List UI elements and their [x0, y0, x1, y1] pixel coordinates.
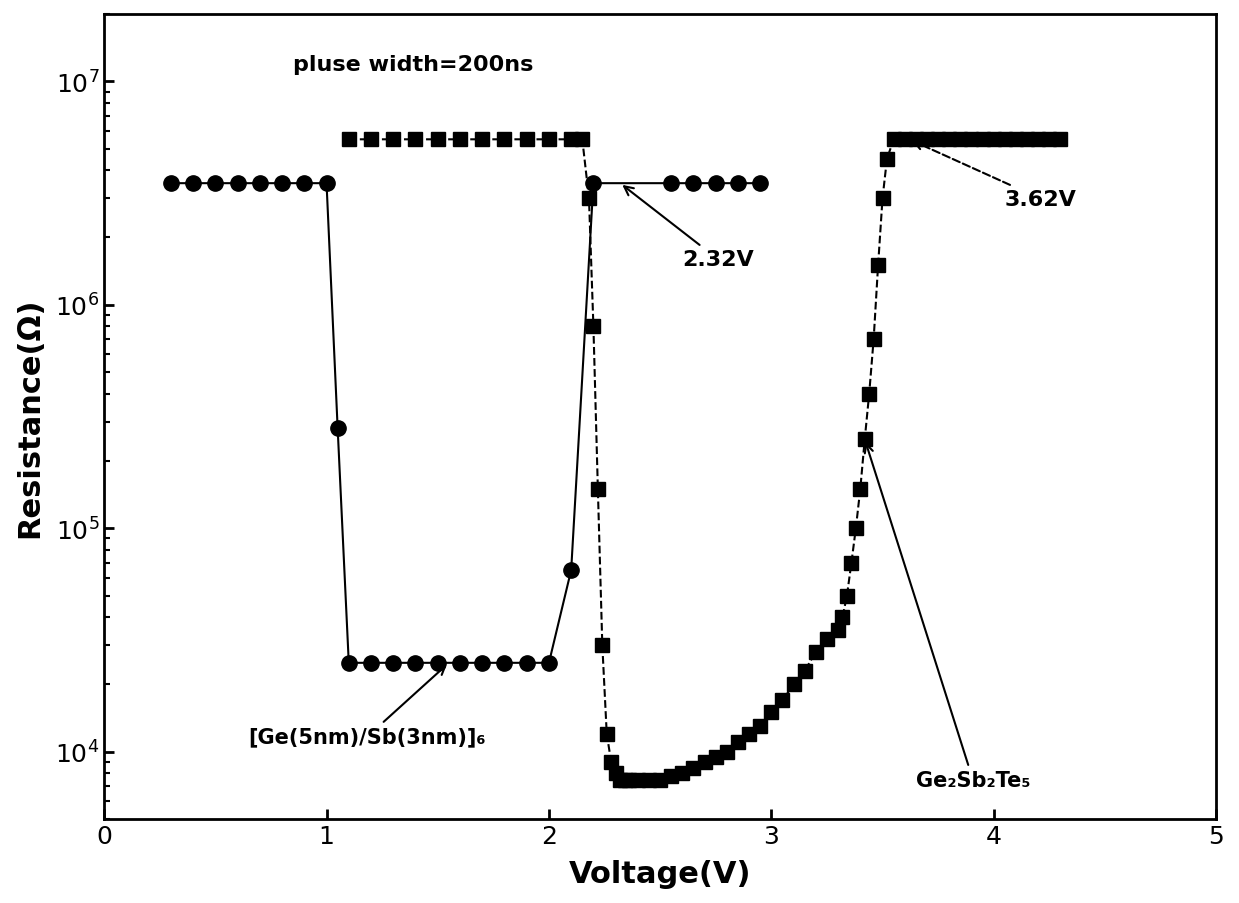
Text: pluse width=200ns: pluse width=200ns	[294, 55, 534, 75]
Text: [Ge(5nm)/Sb(3nm)]₆: [Ge(5nm)/Sb(3nm)]₆	[249, 666, 486, 747]
Y-axis label: Resistance(Ω): Resistance(Ω)	[15, 297, 45, 537]
Text: 2.32V: 2.32V	[624, 187, 755, 270]
Text: Ge₂Sb₂Te₅: Ge₂Sb₂Te₅	[865, 444, 1031, 790]
Text: 3.62V: 3.62V	[914, 142, 1077, 209]
X-axis label: Voltage(V): Voltage(V)	[569, 859, 751, 888]
